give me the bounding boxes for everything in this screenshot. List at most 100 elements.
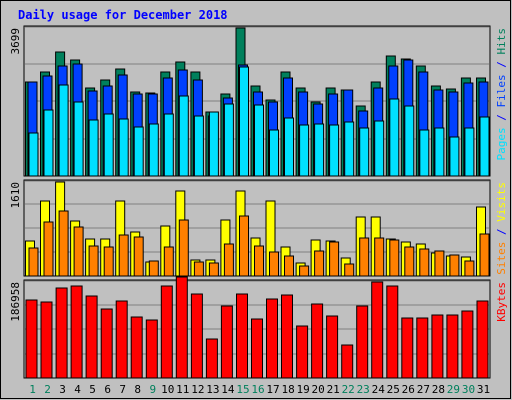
bar-sites-day-5: [88, 245, 99, 277]
x-tick-label: 9: [149, 383, 156, 396]
bar-pages-day-22: [344, 121, 355, 177]
bar-kbytes-day-5: [85, 295, 98, 379]
x-tick-label: 11: [176, 383, 189, 396]
bar-sites-day-18: [284, 255, 294, 277]
bar-kbytes-day-15: [236, 293, 248, 379]
bar-pages-day-29: [449, 136, 460, 177]
bar-sites-day-9: [148, 260, 159, 277]
x-tick-label: 22: [342, 383, 355, 396]
x-tick-label: 17: [266, 383, 279, 396]
x-tick-label: 19: [296, 383, 309, 396]
bar-pages-day-14: [223, 103, 234, 177]
bar-pages-day-3: [58, 84, 69, 177]
x-tick-label: 8: [134, 383, 141, 396]
x-tick-label: 5: [89, 383, 96, 396]
bar-sites-day-7: [118, 234, 129, 277]
bar-sites-day-29: [449, 254, 460, 277]
bar-sites-day-14: [223, 243, 234, 277]
panel-top: 3699 Pages / Files / Hits: [9, 25, 508, 177]
legend-entry: /: [495, 108, 508, 128]
bar-kbytes-day-1: [25, 299, 38, 379]
x-tick-label: 28: [432, 383, 445, 396]
x-tick-label: 21: [327, 383, 340, 396]
bar-kbytes-day-20: [311, 303, 324, 379]
bar-sites-day-26: [404, 246, 415, 277]
x-tick-label: 20: [311, 383, 324, 396]
x-tick-label: 6: [104, 383, 111, 396]
x-tick-label: 2: [44, 383, 51, 396]
legend-middle: Sites / Visits: [495, 182, 508, 275]
x-tick-label: 1: [29, 383, 36, 396]
bar-sites-day-28: [434, 250, 445, 277]
x-tick-label: 23: [357, 383, 370, 396]
x-tick-label: 26: [402, 383, 415, 396]
bar-sites-day-27: [419, 248, 430, 277]
bar-sites-day-6: [103, 246, 114, 277]
bar-sites-day-31: [479, 233, 490, 277]
bar-sites-day-8: [133, 236, 144, 277]
bar-kbytes-day-12: [190, 293, 203, 379]
bar-pages-day-4: [73, 101, 84, 177]
bar-kbytes-day-18: [281, 294, 293, 379]
bar-sites-day-15: [239, 215, 249, 277]
bar-kbytes-day-24: [371, 281, 384, 379]
bar-pages-day-21: [329, 124, 340, 177]
bar-sites-day-12: [193, 261, 204, 277]
bar-kbytes-day-7: [115, 300, 128, 379]
x-tick-label: 18: [281, 383, 294, 396]
bar-pages-day-8: [133, 126, 144, 177]
y-max-label-bottom: 186958: [9, 282, 22, 322]
legend-entry: Pages: [495, 127, 508, 160]
bar-pages-day-27: [419, 129, 430, 177]
bar-kbytes-day-4: [70, 285, 83, 379]
bar-sites-day-16: [254, 245, 264, 277]
x-tick-label: 16: [251, 383, 264, 396]
legend-entry: Sites: [495, 242, 508, 275]
bar-sites-day-19: [299, 265, 310, 277]
bar-kbytes-day-19: [296, 325, 309, 379]
bar-sites-day-11: [178, 219, 189, 277]
bar-kbytes-day-28: [431, 314, 444, 379]
bar-pages-day-11: [178, 95, 189, 177]
bar-pages-day-10: [163, 113, 174, 177]
bar-sites-day-30: [464, 260, 475, 277]
bar-pages-day-24: [374, 120, 385, 177]
bar-pages-day-18: [284, 117, 294, 177]
bar-sites-day-25: [389, 239, 400, 277]
bar-sites-day-21: [329, 241, 340, 277]
legend-entry: Visits: [495, 182, 508, 222]
bar-sites-day-2: [43, 221, 54, 277]
x-tick-label: 30: [462, 383, 475, 396]
bar-pages-day-26: [404, 105, 415, 177]
panel-middle: 1610 Sites / Visits: [9, 179, 508, 277]
bar-kbytes-day-27: [416, 317, 429, 379]
x-tick-label: 10: [161, 383, 174, 396]
x-tick-label: 7: [119, 383, 126, 396]
bar-pages-day-15: [239, 66, 249, 177]
y-max-label-middle: 1610: [9, 182, 22, 209]
x-tick-label: 14: [221, 383, 235, 396]
bar-pages-day-5: [88, 119, 99, 177]
bar-pages-day-19: [299, 124, 310, 177]
bar-pages-day-23: [359, 127, 370, 177]
bar-pages-day-9: [148, 123, 159, 177]
bar-kbytes-day-21: [326, 315, 339, 379]
bar-kbytes-day-30: [461, 310, 474, 379]
bar-pages-day-17: [269, 129, 279, 177]
bar-pages-day-7: [118, 118, 129, 177]
bar-kbytes-day-31: [476, 300, 489, 379]
bar-kbytes-day-6: [100, 308, 113, 379]
legend-top: Pages / Files / Hits: [495, 28, 508, 161]
bar-sites-day-24: [374, 237, 385, 277]
panel-bottom: 186958 KBytes: [9, 276, 508, 379]
x-tick-label: 25: [387, 383, 400, 396]
bar-pages-day-30: [464, 127, 475, 177]
bar-kbytes-day-17: [266, 298, 278, 379]
bar-sites-day-4: [73, 226, 84, 277]
bar-pages-day-13: [208, 111, 219, 177]
bar-pages-day-1: [28, 132, 39, 177]
bar-kbytes-day-10: [160, 285, 173, 379]
x-tick-label: 3: [59, 383, 66, 396]
y-max-label-top: 3699: [9, 28, 22, 55]
